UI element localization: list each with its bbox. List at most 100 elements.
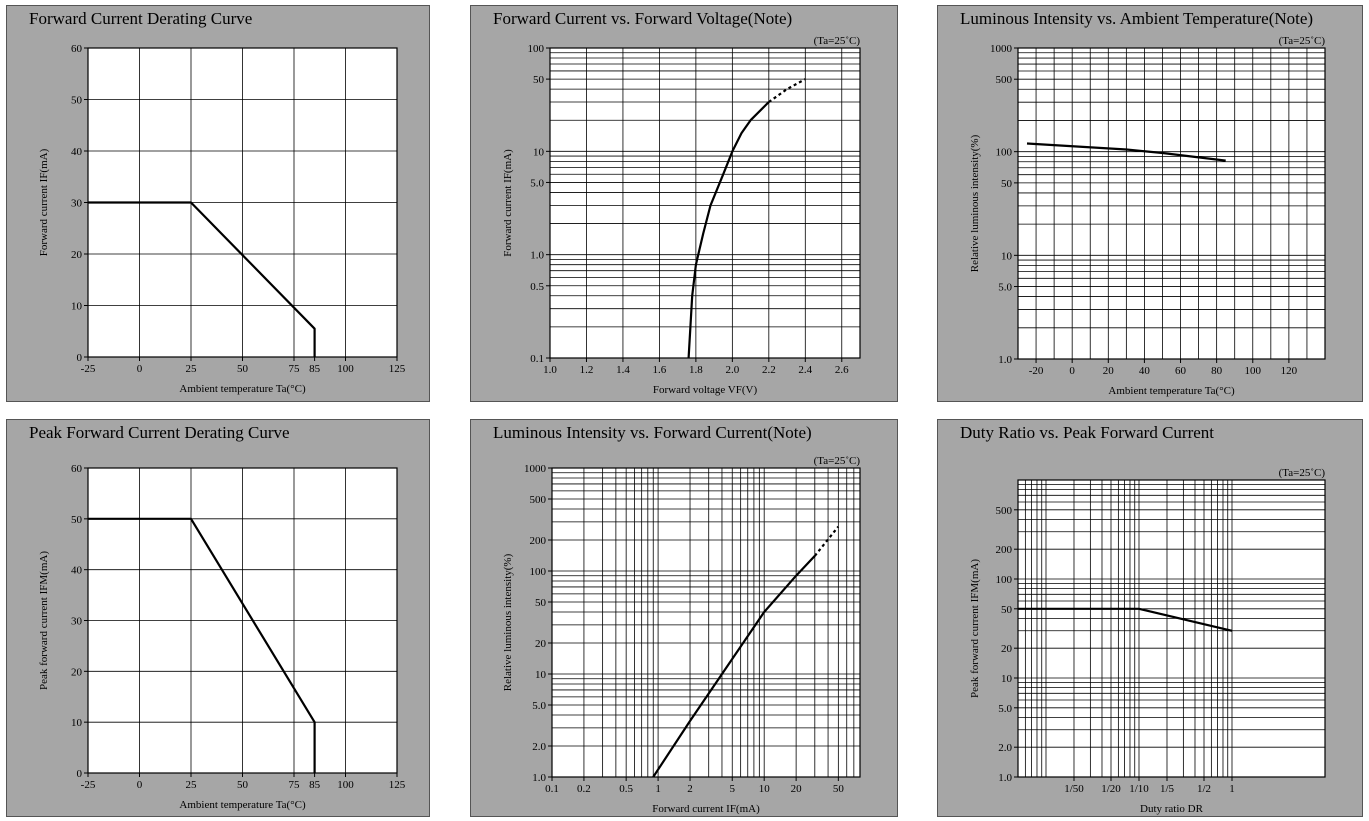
x-tick-label: 40: [1139, 365, 1151, 377]
condition-note: (Ta=25˚C): [1279, 467, 1326, 479]
x-tick-label: 0: [137, 779, 143, 791]
x-tick-label: 20: [1103, 365, 1115, 377]
y-tick-label: 60: [71, 463, 83, 475]
x-tick-labels: 0.1 0.2 0.5 1 2 5 10 20 50: [545, 777, 844, 795]
y-tick-label: 0.1: [530, 353, 544, 365]
plot-area: [1018, 48, 1325, 359]
y-tick-label: 500: [996, 74, 1013, 86]
y-tick-label: 2.0: [532, 741, 546, 753]
y-tick-label: 100: [996, 147, 1013, 159]
y-tick-label: 30: [71, 198, 83, 210]
x-tick-label: -25: [81, 363, 96, 375]
x-tick-label: 20: [791, 783, 803, 795]
y-tick-label: 500: [530, 494, 547, 506]
series-curve: [652, 555, 816, 778]
y-tick-labels: 0.1 0.5 1.0 5.0 10 50 100: [528, 43, 550, 365]
x-tick-label: 5: [730, 783, 736, 795]
y-tick-label: 5.0: [530, 177, 544, 189]
y-tick-label: 10: [533, 146, 545, 158]
plot-area: [552, 468, 860, 777]
y-tick-labels: 0 10 20 30 40 50 60: [71, 463, 88, 780]
chart-panel-forward-current-vs-voltage: Forward Current vs. Forward Voltage(Note…: [470, 5, 898, 402]
x-tick-label: 0.2: [577, 783, 591, 795]
chart-title: Forward Current Derating Curve: [29, 9, 253, 28]
x-tick-label: 100: [1245, 365, 1262, 377]
chart-title: Luminous Intensity vs. Forward Current(N…: [493, 423, 812, 442]
x-tick-label: 50: [833, 783, 845, 795]
y-axis-label: Peak forward current IFM(mA): [38, 551, 50, 690]
plot-frame: [551, 467, 861, 778]
y-axis-label: Relative luminous intensity(%): [969, 134, 981, 272]
x-tick-label: 2.6: [835, 364, 849, 376]
y-tick-label: 40: [71, 565, 83, 577]
x-tick-label: 1: [655, 783, 661, 795]
x-tick-label: 1/2: [1197, 783, 1211, 795]
grid: [552, 468, 860, 777]
y-tick-label: 1.0: [532, 772, 546, 784]
y-tick-labels: 1.0 5.0 10 50 100 500 1000: [990, 43, 1018, 366]
grid: [550, 48, 860, 358]
plot-frame: [1017, 47, 1326, 360]
x-tick-label: 75: [289, 363, 301, 375]
series-curve: [88, 201, 316, 357]
y-tick-label: 10: [71, 301, 83, 313]
x-axis-label: Ambient temperature Ta(°C): [179, 383, 306, 395]
condition-note: (Ta=25˚C): [1279, 35, 1326, 47]
y-tick-label: 1000: [990, 43, 1013, 55]
x-tick-label: 1: [1229, 783, 1235, 795]
y-tick-label: 20: [71, 249, 83, 261]
x-tick-label: 50: [237, 779, 249, 791]
x-tick-labels: 1/50 1/20 1/10 1/5 1/2 1: [1064, 777, 1235, 795]
y-tick-labels: 1.0 2.0 5.0 10 20 50 100 200 500 1000: [524, 463, 552, 784]
y-tick-label: 1000: [524, 463, 547, 475]
y-tick-label: 100: [996, 574, 1013, 586]
x-tick-label: 1.0: [543, 364, 557, 376]
y-tick-label: 30: [71, 616, 83, 628]
grid: [1018, 480, 1325, 777]
x-tick-label: -25: [81, 779, 96, 791]
y-tick-label: 20: [1001, 643, 1013, 655]
x-tick-label: 1/10: [1129, 783, 1149, 795]
y-tick-label: 20: [71, 666, 83, 678]
chart-luminous-intensity-vs-temperature: -20 0 20 40 60 80 100 120 1.0 5.0 10 50 100 500 1000 Am…: [969, 35, 1326, 397]
chart-duty-ratio-vs-peak-current: 1/50 1/20 1/10 1/5 1/2 1 1.0 2.0 5.0 10 20 50 100 200…: [969, 467, 1326, 815]
x-tick-label: 1/20: [1101, 783, 1121, 795]
x-tick-label: 1.8: [689, 364, 703, 376]
x-tick-label: 1.4: [616, 364, 630, 376]
x-tick-label: 1/50: [1064, 783, 1084, 795]
x-tick-label: 100: [337, 779, 354, 791]
chart-luminous-intensity-vs-current: 0.1 0.2 0.5 1 2 5 10 20 50 1.0 2.0 5.0 10 20 50 100 200 5…: [502, 455, 861, 815]
series-curve: [1026, 142, 1226, 162]
y-tick-label: 60: [71, 43, 83, 55]
y-axis-label: Forward current IF(mA): [502, 149, 514, 257]
x-tick-label: 85: [309, 363, 321, 375]
chart-panel-luminous-intensity-vs-temperature: Luminous Intensity vs. Ambient Temperatu…: [937, 5, 1363, 402]
plot-area: [1018, 480, 1325, 777]
chart-panel-duty-ratio-vs-peak-current: Duty Ratio vs. Peak Forward Current 1/50…: [937, 419, 1363, 817]
x-tick-label: 2.0: [725, 364, 739, 376]
y-tick-label: 200: [530, 535, 547, 547]
grid: [1018, 48, 1325, 359]
y-tick-label: 100: [528, 43, 545, 55]
series-curve-extrapolated: [813, 525, 840, 557]
y-tick-label: 5.0: [998, 282, 1012, 294]
x-tick-label: 0.1: [545, 783, 559, 795]
y-tick-label: 40: [71, 146, 83, 158]
y-tick-label: 1.0: [998, 772, 1012, 784]
y-tick-label: 50: [71, 95, 83, 107]
x-tick-label: 85: [309, 779, 321, 791]
x-tick-label: 0: [1069, 365, 1075, 377]
x-tick-label: 2: [687, 783, 693, 795]
x-tick-labels: -20 0 20 40 60 80 100 120: [1029, 359, 1298, 377]
x-tick-label: 0.5: [619, 783, 633, 795]
x-tick-label: 50: [237, 363, 249, 375]
series-curve: [687, 101, 770, 359]
y-tick-label: 5.0: [532, 700, 546, 712]
y-tick-label: 100: [530, 566, 547, 578]
x-tick-label: 25: [186, 779, 198, 791]
x-tick-label: 1/5: [1160, 783, 1175, 795]
x-axis-label: Forward voltage VF(V): [653, 384, 758, 396]
y-tick-label: 1.0: [998, 354, 1012, 366]
y-tick-label: 5.0: [998, 703, 1012, 715]
